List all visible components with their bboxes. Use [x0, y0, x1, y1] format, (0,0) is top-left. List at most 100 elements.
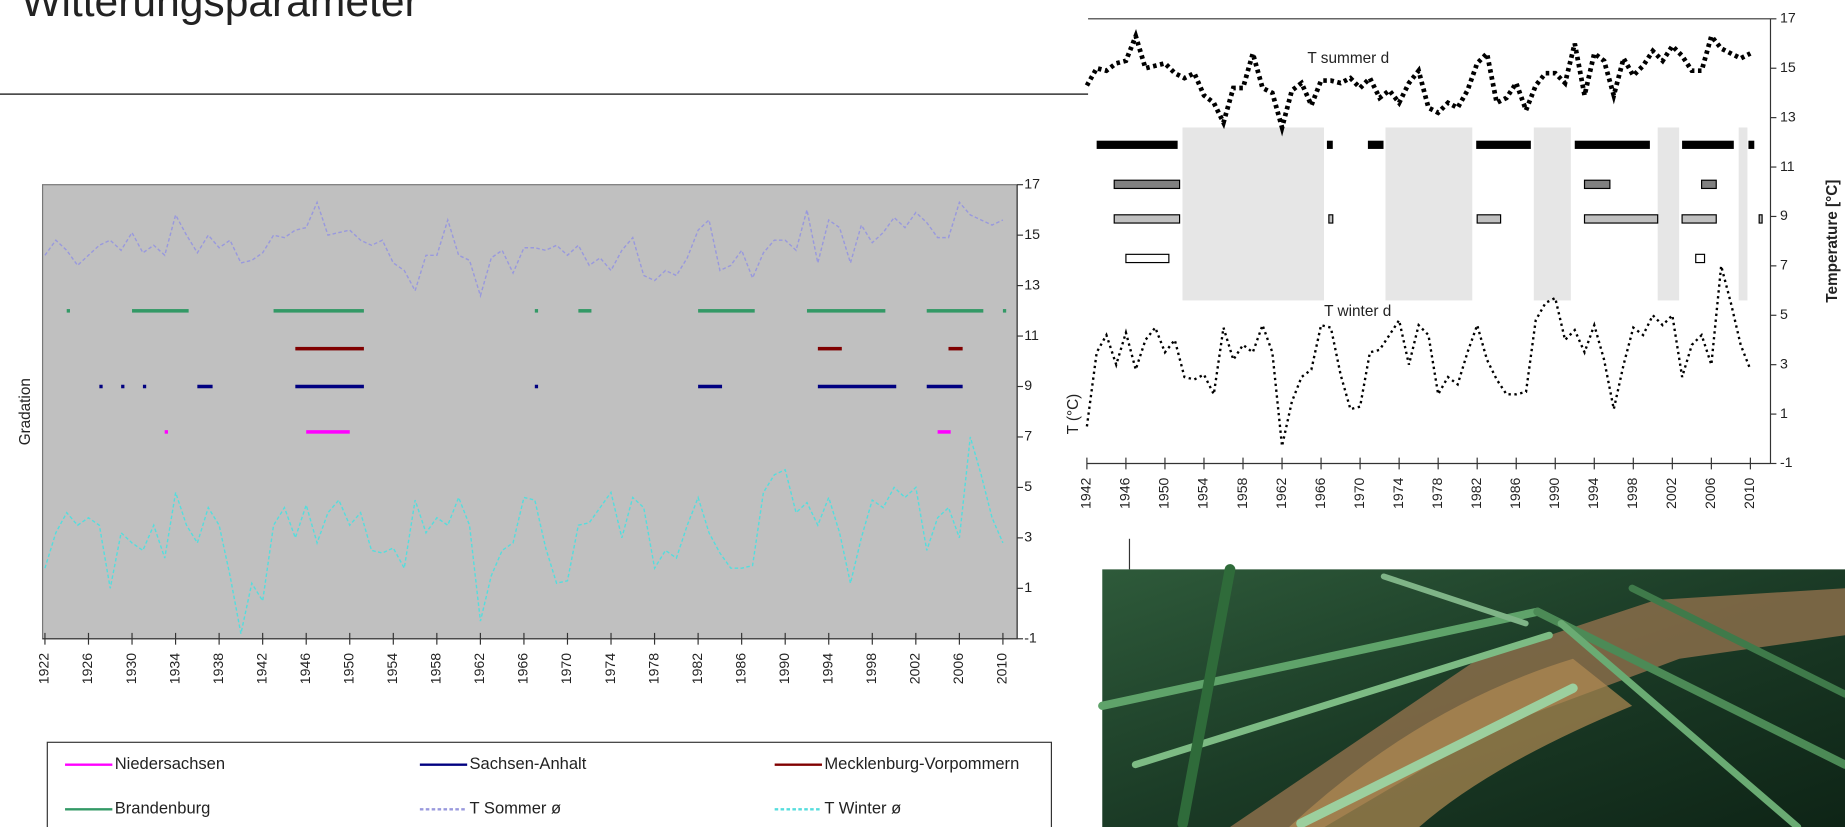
gradation-bar [1327, 141, 1333, 149]
gradation-bar [948, 347, 962, 351]
y-tick-label: 3 [1024, 529, 1032, 545]
gradation-bar [1759, 215, 1762, 223]
slide: Witterungsparameter Gradation Temperatur… [0, 0, 1845, 827]
gradation-bar [99, 385, 102, 389]
page: Witterungsparameter Gradation Temperatur… [0, 0, 1845, 827]
x-tick-label: 2002 [1663, 477, 1679, 509]
annotation: T summer d [1307, 50, 1389, 67]
x-tick-label: 1962 [471, 653, 487, 685]
gradation-bar [1368, 141, 1384, 149]
x-tick-label: 1966 [515, 653, 531, 685]
plot-area [43, 185, 1018, 639]
gradation-bar [1696, 254, 1705, 262]
gradation-bar [807, 309, 885, 313]
y-axis-title: Temperature [°C] [1824, 180, 1841, 303]
x-tick-label: 1970 [558, 653, 574, 685]
x-tick-label: 1946 [1117, 477, 1133, 509]
x-tick-label: 1950 [1156, 477, 1172, 509]
gradation-bar [306, 430, 350, 434]
gradation-bar [818, 347, 842, 351]
gradation-bar [1097, 141, 1178, 149]
legend-label: T Winter ø [824, 800, 901, 818]
x-tick-label: 1946 [297, 653, 313, 685]
shaded-period [1739, 128, 1748, 301]
y-tick-label: 15 [1024, 226, 1040, 242]
gradation-bar [295, 347, 364, 351]
x-tick-label: 1962 [1273, 477, 1289, 509]
photo [1102, 569, 1845, 827]
gradation-bar [535, 309, 538, 313]
gradation-bar [698, 309, 755, 313]
annotation: T winter d [1324, 303, 1391, 320]
slide-title: Witterungsparameter [21, 0, 418, 25]
y-tick-label: 13 [1780, 108, 1796, 124]
x-tick-label: 1986 [1507, 477, 1523, 509]
gradation-bar [1585, 215, 1658, 223]
x-tick-label: 1922 [36, 653, 52, 685]
x-tick-label: 1982 [689, 653, 705, 685]
y-tick-label: 1 [1024, 579, 1032, 595]
gradation-bar [67, 309, 70, 313]
gradation-bar [535, 385, 538, 389]
y-axis-title: Gradation [17, 378, 34, 445]
gradation-bar [1682, 141, 1734, 149]
x-tick-label: 1966 [1312, 477, 1328, 509]
x-tick-label: 1958 [1234, 477, 1250, 509]
legend-label: Niedersachsen [115, 755, 225, 773]
y-tick-label: 3 [1780, 355, 1788, 371]
gradation-bar [295, 385, 364, 389]
x-tick-label: 1986 [732, 653, 748, 685]
gradation-bar [132, 309, 189, 313]
x-tick-label: 1958 [428, 653, 444, 685]
shaded-period [1658, 128, 1679, 301]
x-tick-label: 1954 [384, 653, 400, 685]
gradation-bar [1682, 215, 1716, 223]
y-tick-label: 13 [1024, 276, 1040, 292]
shaded-period [1183, 128, 1324, 301]
x-tick-label: 1974 [602, 653, 618, 685]
x-tick-label: 1954 [1195, 477, 1211, 509]
x-tick-label: 1998 [1624, 477, 1640, 509]
gradation-bar [927, 309, 984, 313]
y-tick-label: 11 [1024, 327, 1039, 343]
x-tick-label: 1974 [1390, 477, 1406, 509]
legend-label: Sachsen-Anhalt [470, 755, 587, 773]
y-tick-label: -1 [1780, 454, 1793, 470]
y-tick-label: 11 [1780, 158, 1795, 174]
x-tick-label: 1978 [1429, 477, 1445, 509]
legend-label: T Sommer ø [470, 800, 562, 818]
gradation-bar [197, 385, 212, 389]
gradation-bar [1476, 141, 1531, 149]
gradation-bar [1702, 180, 1717, 188]
legend-label: Mecklenburg-Vorpommern [824, 755, 1019, 773]
y-tick-label: 7 [1024, 428, 1032, 444]
gradation-bar [274, 309, 364, 313]
x-tick-label: 2010 [1741, 477, 1757, 509]
gradation-bar [1114, 215, 1179, 223]
x-tick-label: 1930 [123, 653, 139, 685]
gradation-bar [165, 430, 168, 434]
x-tick-label: 1950 [340, 653, 356, 685]
gradation-bar [578, 309, 591, 313]
y-tick-label: 17 [1024, 175, 1040, 191]
shaded-period [1534, 128, 1571, 301]
y-tick-label: 5 [1780, 306, 1788, 322]
y-tick-label: 5 [1024, 478, 1032, 494]
gradation-bar [1114, 180, 1179, 188]
y-tick-label: 17 [1780, 10, 1796, 26]
x-tick-label: 1942 [253, 653, 269, 685]
gradation-bar [1126, 254, 1169, 262]
gradation-bar [143, 385, 146, 389]
x-tick-label: 1938 [210, 653, 226, 685]
gradation-bar [1477, 215, 1500, 223]
x-tick-label: 1998 [863, 653, 879, 685]
y-tick-label: 9 [1024, 377, 1032, 393]
x-tick-label: 1926 [79, 653, 95, 685]
x-tick-label: 1934 [166, 653, 182, 685]
x-tick-label: 1994 [1585, 477, 1601, 509]
gradation-bar [698, 385, 722, 389]
y-axis-title-left: T (°C) [1065, 394, 1082, 435]
gradation-bar [1748, 141, 1754, 149]
x-tick-label: 2006 [1702, 477, 1718, 509]
x-tick-label: 2010 [994, 653, 1010, 685]
